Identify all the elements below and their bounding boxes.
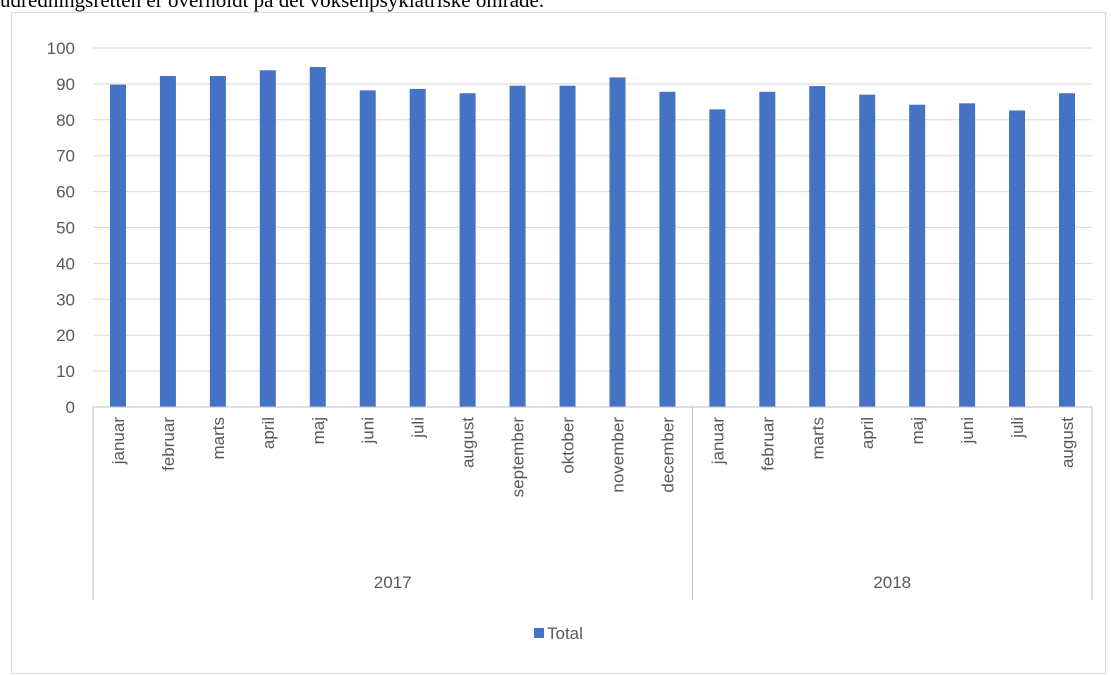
- bar: [859, 94, 876, 408]
- year-group-label: 2017: [374, 573, 412, 592]
- bar-series-total: [109, 67, 1076, 408]
- x-category-label: april: [858, 417, 877, 449]
- x-category-label: juni: [359, 417, 378, 444]
- x-category-label: april: [259, 417, 278, 449]
- x-axis-year-labels: 2017 2018: [374, 573, 911, 592]
- x-category-label: oktober: [559, 417, 578, 474]
- x-category-label: maj: [309, 417, 328, 444]
- x-category-label: september: [509, 417, 528, 498]
- bar: [709, 109, 726, 407]
- y-tick-label: 0: [66, 398, 75, 417]
- x-category-label: februar: [159, 417, 178, 471]
- bar: [809, 86, 826, 407]
- bar: [459, 93, 476, 407]
- x-category-label: august: [459, 417, 478, 468]
- bar: [1009, 110, 1026, 407]
- x-category-label: november: [608, 417, 627, 493]
- gridlines: [93, 47, 1092, 372]
- chart-area: 0 10 20 30 40 50 60 70 80 90 100 januar februar mart…: [11, 12, 1106, 674]
- bar: [659, 91, 676, 407]
- legend-label: Total: [547, 624, 583, 643]
- legend-swatch: [534, 628, 544, 638]
- x-category-label: januar: [109, 417, 128, 466]
- y-tick-label: 70: [56, 147, 75, 166]
- bar: [359, 90, 376, 407]
- x-category-label: marts: [209, 417, 228, 460]
- x-category-label: januar: [708, 417, 727, 466]
- y-tick-label: 90: [56, 75, 75, 94]
- caption-text: udredningsretten er overholdt på det vok…: [0, 0, 545, 12]
- x-category-label: august: [1058, 417, 1077, 468]
- bar: [159, 76, 176, 407]
- bar: [609, 77, 626, 408]
- bar: [959, 103, 976, 407]
- x-category-label: marts: [808, 417, 827, 460]
- y-tick-label: 30: [56, 290, 75, 309]
- y-tick-label: 60: [56, 183, 75, 202]
- bar: [259, 70, 276, 407]
- bar: [509, 85, 526, 407]
- y-axis-tick-labels: 0 10 20 30 40 50 60 70 80 90 100: [47, 39, 75, 417]
- bar: [1059, 93, 1076, 407]
- legend: Total: [534, 624, 583, 643]
- x-category-label: december: [658, 417, 677, 493]
- bar: [759, 91, 776, 407]
- x-axis-category-labels: januar februar marts april maj juni juli august…: [109, 417, 1077, 498]
- axes: [92, 406, 1093, 600]
- x-category-label: juli: [1008, 417, 1027, 439]
- y-tick-label: 80: [56, 111, 75, 130]
- bar: [209, 76, 226, 407]
- x-category-label: februar: [758, 417, 777, 471]
- bar: [309, 67, 326, 407]
- x-category-label: juni: [958, 417, 977, 444]
- x-category-label: juli: [409, 417, 428, 439]
- y-tick-label: 20: [56, 326, 75, 345]
- bar: [909, 104, 926, 408]
- year-group-label: 2018: [873, 573, 911, 592]
- bar-chart: 0 10 20 30 40 50 60 70 80 90 100 januar februar mart…: [47, 39, 1093, 643]
- bar: [559, 85, 576, 407]
- bar: [409, 88, 426, 408]
- bar: [109, 84, 126, 408]
- y-tick-label: 100: [47, 39, 75, 58]
- x-category-label: maj: [908, 417, 927, 444]
- y-tick-label: 50: [56, 219, 75, 238]
- y-tick-label: 40: [56, 254, 75, 273]
- y-tick-label: 10: [56, 362, 75, 381]
